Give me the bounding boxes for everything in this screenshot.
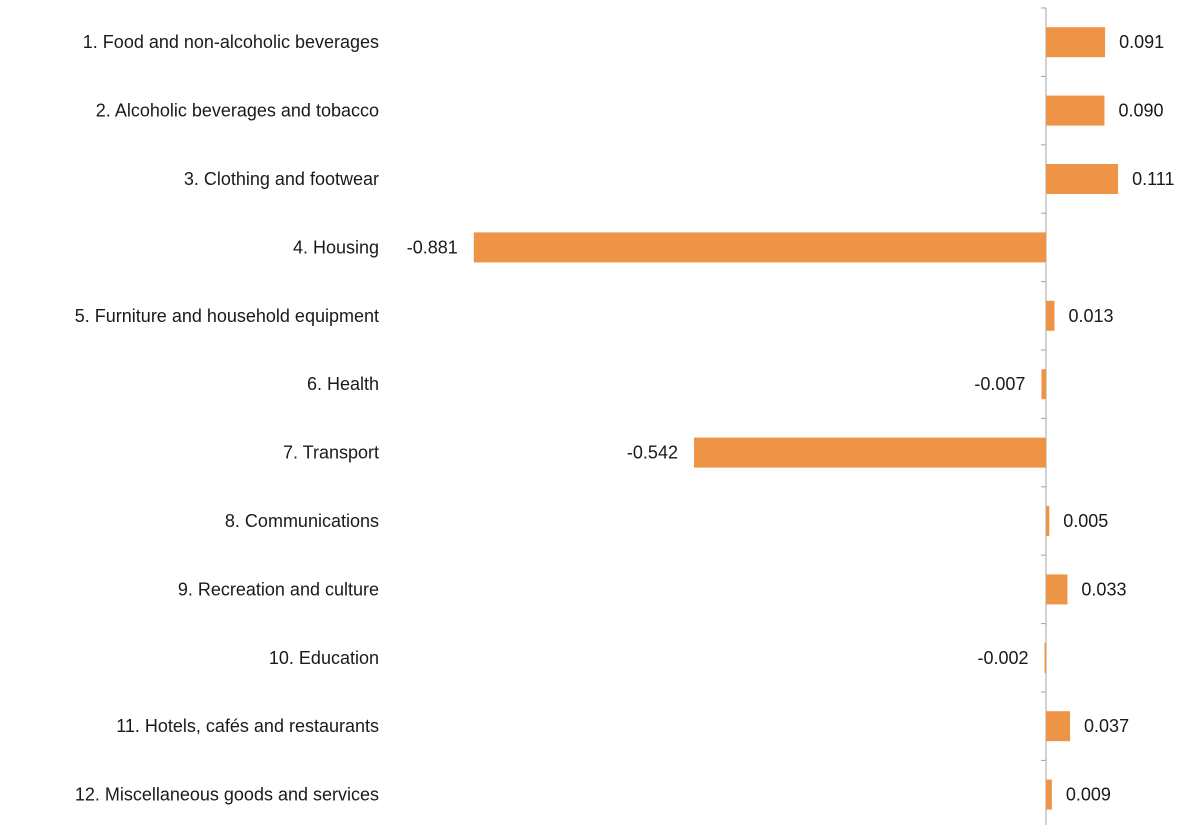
data-label: 0.091 bbox=[1119, 32, 1164, 52]
data-label: 0.037 bbox=[1084, 716, 1129, 736]
data-label: -0.002 bbox=[977, 648, 1028, 668]
data-label: 0.013 bbox=[1068, 306, 1113, 326]
bar bbox=[1046, 574, 1068, 605]
category-label: 11. Hotels, cafés and restaurants bbox=[116, 716, 379, 736]
bar bbox=[1046, 300, 1055, 331]
bar bbox=[1044, 642, 1046, 673]
category-label: 10. Education bbox=[269, 648, 379, 668]
data-label: 0.033 bbox=[1081, 579, 1126, 599]
category-label: 6. Health bbox=[307, 374, 379, 394]
data-label: -0.542 bbox=[627, 443, 678, 463]
category-label: 7. Transport bbox=[283, 443, 379, 463]
category-label: 1. Food and non-alcoholic beverages bbox=[83, 32, 379, 52]
data-label: 0.090 bbox=[1118, 101, 1163, 121]
bar bbox=[1046, 779, 1052, 810]
category-label: 8. Communications bbox=[225, 511, 379, 531]
bar bbox=[1046, 711, 1071, 742]
category-label: 12. Miscellaneous goods and services bbox=[75, 785, 379, 805]
data-label: 0.005 bbox=[1063, 511, 1108, 531]
bar bbox=[1046, 506, 1050, 536]
data-label: -0.007 bbox=[974, 374, 1025, 394]
bar bbox=[693, 437, 1046, 468]
category-label: 3. Clothing and footwear bbox=[184, 169, 379, 189]
category-label: 5. Furniture and household equipment bbox=[75, 306, 379, 326]
data-label: -0.881 bbox=[407, 237, 458, 257]
category-label: 9. Recreation and culture bbox=[178, 579, 379, 599]
bar bbox=[1046, 95, 1105, 126]
data-label: 0.009 bbox=[1066, 785, 1111, 805]
data-label: 0.111 bbox=[1132, 169, 1174, 189]
category-label: 4. Housing bbox=[293, 237, 379, 257]
bar bbox=[1041, 369, 1046, 400]
bar bbox=[1046, 164, 1119, 194]
bar bbox=[473, 232, 1046, 263]
category-label: 2. Alcoholic beverages and tobacco bbox=[96, 101, 379, 121]
bar bbox=[1046, 27, 1106, 58]
